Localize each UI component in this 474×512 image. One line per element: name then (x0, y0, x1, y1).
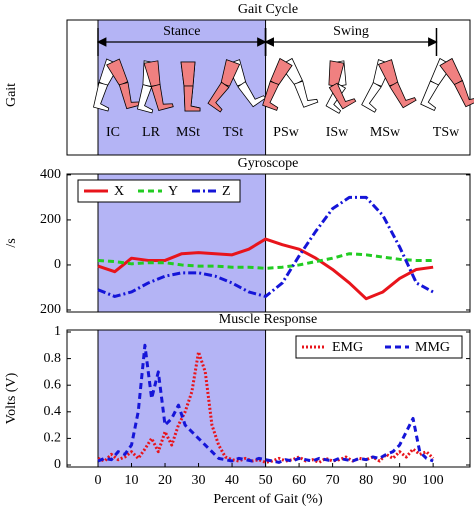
leg-icon (325, 60, 357, 114)
front-leg-lower (207, 81, 230, 113)
phase-label: Swing (333, 24, 369, 39)
phase-label-bg (323, 24, 380, 40)
front-leg-shin (183, 85, 201, 112)
y-tick-label: 0 (54, 257, 61, 272)
panel-title: Muscle Response (219, 312, 317, 327)
leg-icon (420, 57, 474, 112)
back-leg-lower (361, 81, 382, 113)
leg-icon (361, 59, 417, 113)
x-axis-label: Percent of Gait (%) (213, 492, 323, 507)
front-leg-shin (262, 80, 280, 111)
x-tick-label: 40 (225, 473, 239, 488)
legend-box (295, 335, 463, 359)
front-leg (377, 59, 417, 109)
front-leg-shin (150, 83, 174, 112)
y-tick-label: 200 (40, 302, 61, 317)
panel-title: Gyroscope (238, 156, 299, 171)
front-leg-lower (150, 83, 174, 112)
event-label: LR (142, 125, 161, 140)
front-leg-lower (328, 82, 357, 110)
x-tick-label: 50 (259, 473, 273, 488)
event-label: TSt (223, 125, 243, 140)
y-tick-label: 0.4 (44, 404, 62, 419)
gait-ylabel: Gait (4, 83, 19, 107)
y-tick-label: 0.6 (44, 377, 62, 392)
phase-label: Stance (163, 24, 200, 39)
x-tick-label: 70 (326, 473, 340, 488)
event-label: IC (106, 125, 120, 140)
front-leg-thigh (220, 59, 241, 87)
y-tick-label: 0 (54, 457, 61, 472)
front-leg (262, 57, 293, 111)
back-leg-shin (293, 80, 319, 108)
event-label: PSw (273, 125, 300, 140)
series-line (97, 195, 434, 298)
leg-icon (93, 58, 142, 112)
back-leg-lower (420, 80, 440, 112)
back-leg-shin (420, 80, 440, 112)
front-leg-shin (453, 80, 474, 108)
front-leg (106, 58, 142, 110)
legend-label: Z (222, 184, 231, 199)
gait-frame (66, 19, 471, 156)
y-tick-label: 0.2 (44, 431, 62, 446)
y-tick-label: 1 (54, 324, 61, 339)
front-leg-shin (389, 81, 417, 109)
phase-label-bg (153, 24, 210, 40)
legend-label: X (114, 184, 124, 199)
stance-shade (97, 329, 267, 468)
front-leg (143, 60, 174, 112)
gait-title: Gait Cycle (238, 2, 298, 17)
leg-icon (207, 59, 266, 113)
event-label: ISw (326, 125, 349, 140)
legend-label: MMG (415, 340, 450, 355)
back-leg-shin (237, 81, 266, 108)
back-leg-shin (93, 82, 110, 112)
y-tick-label: 200 (40, 212, 61, 227)
series-line (97, 237, 434, 301)
series-line (97, 343, 434, 464)
legend-label: Y (168, 184, 178, 199)
front-leg-lower (389, 81, 417, 109)
front-leg (207, 59, 241, 113)
y-axis-label: Volts (V) (4, 372, 19, 424)
leg-icon (262, 57, 319, 111)
front-leg-thigh (439, 57, 463, 86)
panel-frame (66, 329, 471, 468)
series-line (97, 252, 434, 270)
back-leg-lower (293, 80, 319, 108)
y-tick-label: 0.8 (44, 351, 62, 366)
legend-label: EMG (332, 340, 363, 355)
leg-icon (180, 61, 201, 112)
y-tick-label: 400 (40, 167, 61, 182)
back-leg-shin (361, 81, 382, 113)
back-leg-lower (93, 82, 110, 112)
event-label: MSw (370, 125, 401, 140)
x-tick-label: 0 (95, 473, 102, 488)
x-tick-label: 20 (158, 473, 172, 488)
x-tick-label: 80 (359, 473, 373, 488)
event-label: TSw (433, 125, 460, 140)
panel-frame (66, 173, 471, 313)
y-axis-label: /s (4, 238, 19, 247)
front-leg-shin (328, 82, 357, 110)
back-leg-lower (237, 81, 266, 108)
event-label: MSt (176, 125, 200, 140)
x-tick-label: 90 (393, 473, 407, 488)
front-leg-lower (262, 80, 280, 111)
front-leg-lower (453, 80, 474, 108)
x-tick-label: 30 (192, 473, 206, 488)
front-leg (328, 60, 357, 110)
front-leg-shin (207, 81, 230, 113)
front-leg (180, 61, 201, 112)
x-tick-label: 100 (423, 473, 444, 488)
x-tick-label: 60 (292, 473, 306, 488)
front-leg-lower (183, 85, 201, 112)
front-leg-thigh (106, 58, 129, 86)
leg-icon (136, 60, 174, 114)
x-tick-label: 10 (125, 473, 139, 488)
front-leg (439, 57, 474, 108)
